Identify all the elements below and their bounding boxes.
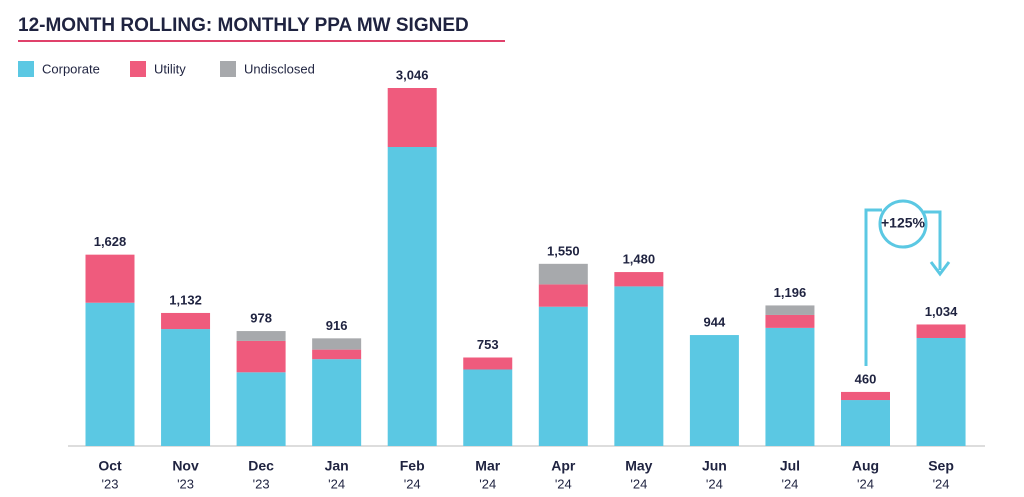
bar-segment	[312, 338, 362, 350]
legend-label: Corporate	[42, 61, 100, 76]
x-tick-sublabel: '23	[102, 476, 119, 491]
x-tick-label: Nov	[172, 458, 199, 474]
bar-segment	[161, 312, 211, 330]
total-label: 753	[477, 337, 499, 352]
chart-title: 12-MONTH ROLLING: MONTHLY PPA MW SIGNED	[18, 15, 469, 36]
bar-segment	[538, 306, 588, 446]
x-tick-sublabel: '24	[630, 476, 647, 491]
growth-annotation	[864, 199, 951, 366]
bar-segment	[463, 357, 513, 370]
x-tick-label: Sep	[928, 458, 954, 474]
x-tick-label: Jan	[325, 458, 349, 474]
total-label: 1,480	[623, 251, 656, 266]
bar-segment	[841, 391, 890, 401]
bar-segment	[538, 284, 588, 307]
bar-segment	[689, 335, 739, 446]
total-label: 1,132	[169, 292, 202, 307]
x-tick-sublabel: '24	[933, 476, 950, 491]
x-tick-label: Jul	[780, 458, 800, 474]
annotation-line	[864, 208, 882, 366]
bar-segment	[387, 147, 437, 446]
x-tick-label: Oct	[98, 458, 122, 474]
total-label: 1,034	[925, 304, 958, 319]
total-label: 3,046	[396, 67, 429, 82]
bar-segment	[161, 329, 211, 446]
bar-segment	[236, 340, 286, 373]
x-tick-label: Apr	[551, 458, 576, 474]
total-label: 978	[250, 310, 272, 325]
total-label: 1,550	[547, 243, 580, 258]
x-tick-sublabel: '23	[253, 476, 270, 491]
annotation-label: +125%	[881, 215, 926, 231]
x-tick-sublabel: '24	[706, 476, 723, 491]
bar-segment	[614, 286, 664, 446]
legend-swatch	[220, 61, 236, 77]
x-tick-label: May	[625, 458, 652, 474]
bar-segment	[85, 254, 135, 303]
x-tick-label: Aug	[852, 458, 879, 474]
bar-segment	[85, 302, 135, 446]
annotation-arrowhead	[929, 261, 951, 277]
x-tick-sublabel: '24	[479, 476, 496, 491]
bar-segment	[765, 327, 815, 446]
bar-segment	[841, 400, 890, 446]
bar-segment	[916, 337, 966, 446]
legend-swatch	[18, 61, 34, 77]
total-label: 460	[855, 371, 877, 386]
bar-segment	[538, 263, 588, 285]
x-tick-sublabel: '24	[857, 476, 874, 491]
x-tick-sublabel: '24	[404, 476, 421, 491]
x-tick-label: Mar	[475, 458, 500, 474]
x-tick-sublabel: '24	[781, 476, 798, 491]
annotation-circle	[878, 199, 928, 249]
bar-segment	[463, 369, 513, 446]
bar-segment	[765, 305, 815, 315]
total-label: 944	[704, 314, 726, 329]
bar-segment	[387, 88, 437, 148]
bar-segment	[765, 314, 815, 328]
legend-label: Utility	[154, 61, 186, 76]
annotation-line	[924, 210, 942, 270]
x-tick-label: Feb	[400, 458, 425, 474]
bar-segment	[312, 349, 362, 360]
legend-swatch	[130, 61, 146, 77]
x-tick-sublabel: '24	[328, 476, 345, 491]
legend-label: Undisclosed	[244, 61, 315, 76]
bar-segment	[312, 359, 362, 446]
x-tick-label: Dec	[248, 458, 274, 474]
x-tick-label: Jun	[702, 458, 727, 474]
total-label: 1,196	[774, 285, 807, 300]
bar-segment	[916, 324, 966, 338]
x-tick-sublabel: '23	[177, 476, 194, 491]
x-tick-sublabel: '24	[555, 476, 572, 491]
bar-segment	[236, 372, 286, 446]
bar-segment	[236, 331, 286, 341]
total-label: 1,628	[94, 234, 127, 249]
bar-segment	[614, 272, 664, 287]
total-label: 916	[326, 318, 348, 333]
